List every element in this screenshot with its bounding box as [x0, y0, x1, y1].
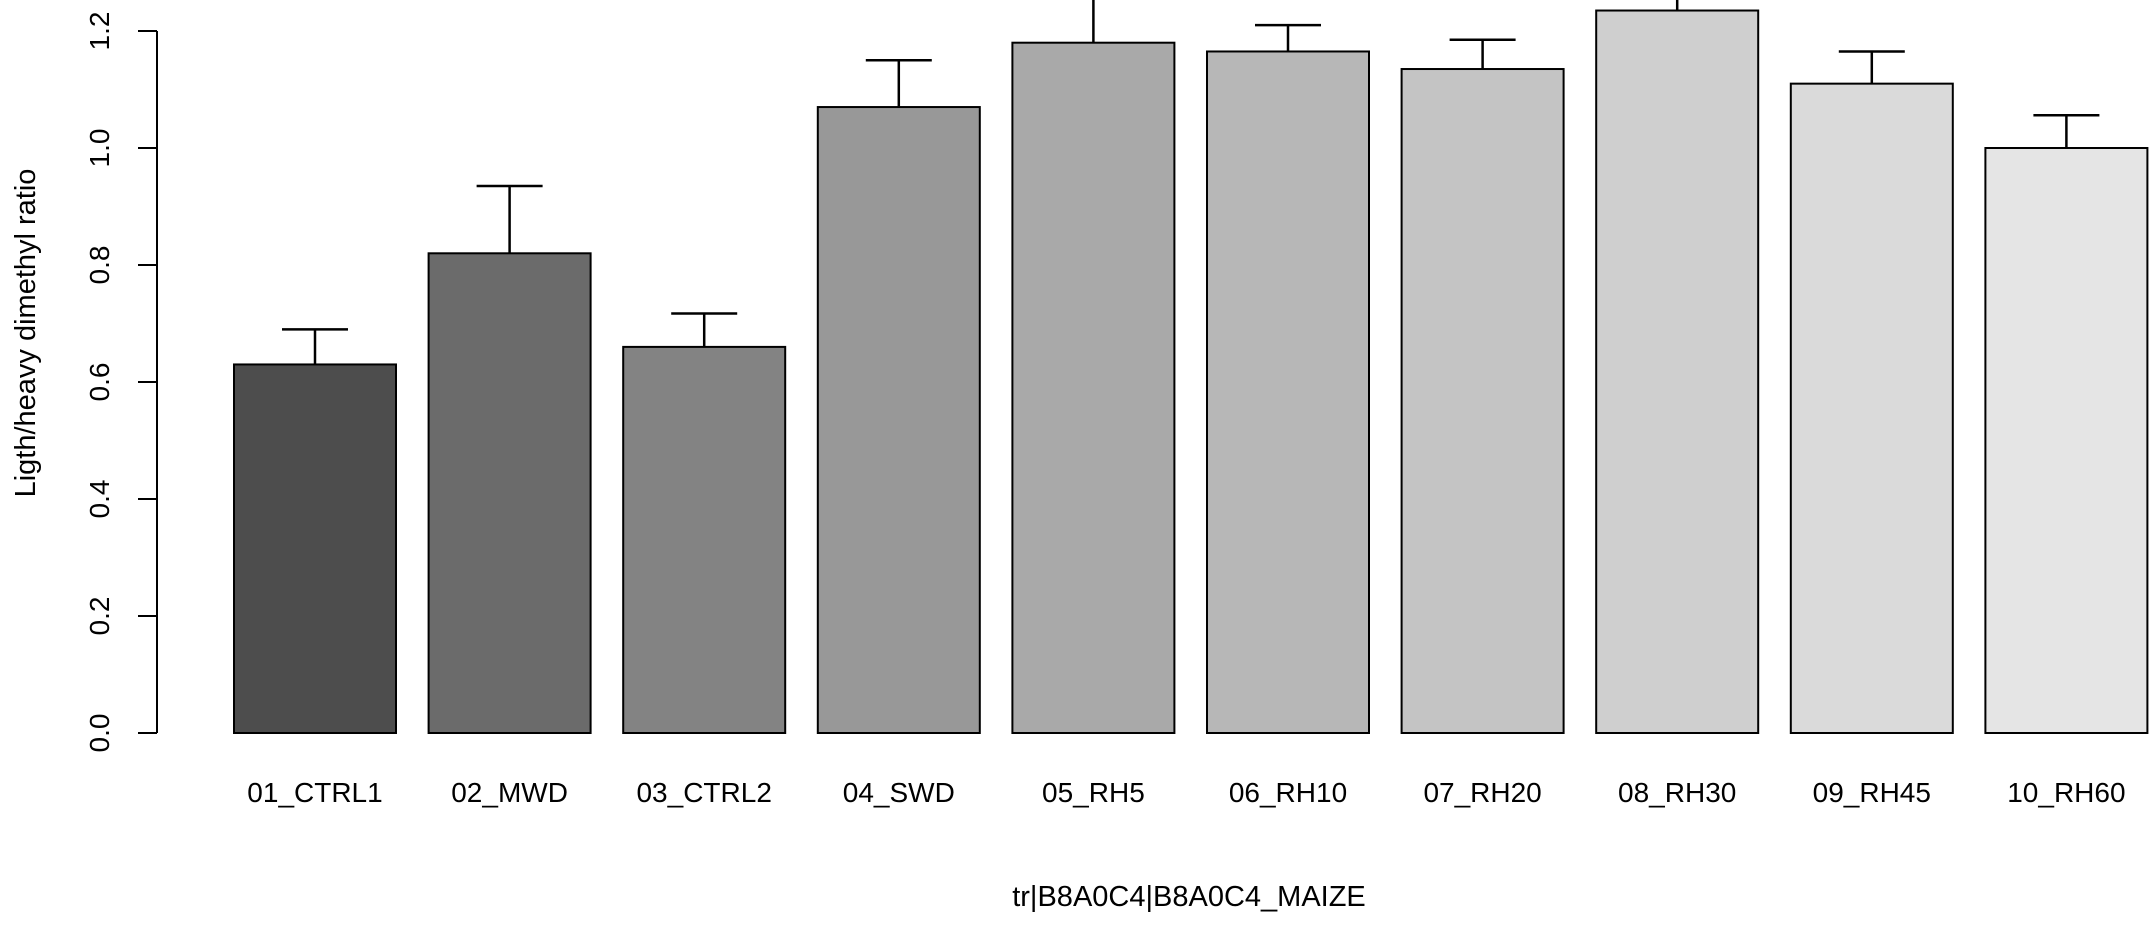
x-tick-label-04_SWD: 04_SWD: [843, 777, 955, 808]
y-tick-label: 0.2: [84, 597, 115, 636]
bar-06_RH10: [1206, 50, 1370, 735]
bar-10_RH60: [1984, 147, 2149, 734]
bar-08_RH30: [1595, 9, 1760, 734]
y-tick-label: 0.0: [84, 714, 115, 753]
bars-layer: [233, 9, 2149, 735]
y-tick-label: 1.0: [84, 129, 115, 168]
x-axis-title: tr|B8A0C4|B8A0C4_MAIZE: [1012, 881, 1366, 913]
bar-07_RH20: [1400, 68, 1565, 734]
y-tick-label: 0.6: [84, 363, 115, 402]
bar-05_RH5: [1011, 41, 1176, 734]
x-axis-category-labels: 01_CTRL1 02_MWD 03_CTRL2 04_SWD 05_RH5 06_RH1…: [247, 777, 2125, 808]
bar-02_MWD: [427, 252, 592, 735]
x-tick-label-01_CTRL1: 01_CTRL1: [247, 777, 382, 808]
y-axis: 0.0 0.2 0.4 0.6 0.8 1.0 1.2: [84, 12, 158, 753]
error-bars-layer: [282, 0, 2100, 365]
bar-09_RH45: [1789, 82, 1954, 734]
x-tick-label-03_CTRL2: 03_CTRL2: [636, 777, 771, 808]
x-tick-label-07_RH20: 07_RH20: [1423, 777, 1541, 808]
x-tick-label-05_RH5: 05_RH5: [1042, 777, 1145, 808]
y-tick-label: 0.4: [84, 480, 115, 519]
x-tick-label-06_RH10: 06_RH10: [1229, 777, 1347, 808]
y-tick-label: 0.8: [84, 246, 115, 285]
x-tick-label-10_RH60: 10_RH60: [2007, 777, 2125, 808]
x-tick-label-08_RH30: 08_RH30: [1618, 777, 1736, 808]
y-axis-title: Ligth/heavy dimethyl ratio: [10, 169, 42, 498]
bar-03_CTRL2: [622, 345, 787, 734]
x-tick-label-09_RH45: 09_RH45: [1813, 777, 1931, 808]
bar-04_SWD: [816, 106, 981, 735]
bar-01_CTRL1: [233, 363, 397, 734]
x-tick-label-02_MWD: 02_MWD: [451, 777, 568, 808]
y-tick-label: 1.2: [84, 12, 115, 51]
